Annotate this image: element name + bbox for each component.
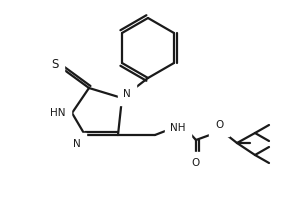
Text: N: N [123, 89, 131, 99]
Text: O: O [215, 120, 223, 130]
Text: NH: NH [170, 123, 186, 133]
Text: O: O [192, 158, 200, 168]
Text: N: N [73, 139, 81, 149]
Text: S: S [51, 59, 59, 71]
Text: HN: HN [50, 108, 66, 118]
